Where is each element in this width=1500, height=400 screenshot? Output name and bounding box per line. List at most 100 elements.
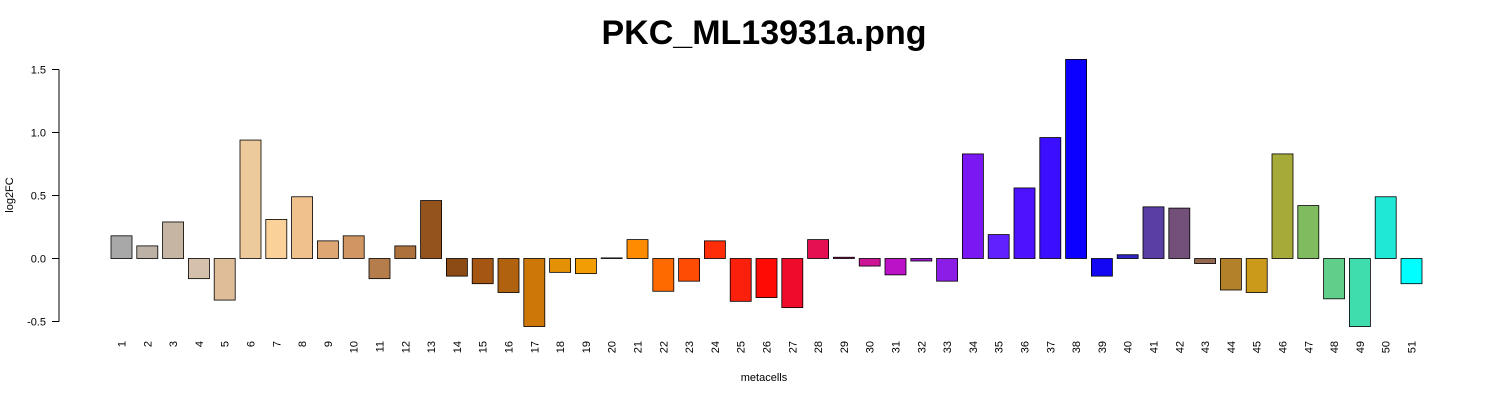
x-tick-label: 11 (375, 341, 387, 352)
x-tick-label: 23 (684, 341, 696, 353)
x-tick-label: 14 (452, 341, 464, 353)
bar-metacell-10 (342, 235, 365, 259)
x-tick-label: 2 (142, 341, 154, 347)
x-tick-label: 36 (1020, 341, 1032, 353)
x-tick-label: 15 (478, 341, 490, 353)
bar-metacell-4 (187, 258, 210, 280)
bar-metacell-13 (420, 200, 443, 259)
bar-metacell-50 (1374, 196, 1397, 259)
x-tick-label: 25 (736, 341, 748, 353)
x-tick-label: 33 (942, 341, 954, 353)
bar-metacell-24 (704, 240, 726, 259)
bars (110, 59, 1423, 327)
bar-metacell-1 (110, 235, 133, 259)
x-tick-label: 50 (1381, 341, 1393, 353)
x-tick-labels: 1 2 3 4 5 6 7 8 9 10 11 12 13 14 15 16 17 18 19 20 21 22 23 24 2… (117, 341, 1419, 353)
y-axis-label: log2FC (4, 177, 16, 213)
bar-metacell-23 (678, 258, 700, 282)
y-tick-label: 0.5 (31, 191, 46, 203)
x-tick-label: 29 (839, 341, 851, 353)
x-tick-label: 12 (400, 341, 412, 353)
y-tick-label: 1.5 (31, 65, 46, 77)
bar-metacell-45 (1245, 258, 1268, 293)
x-tick-label: 5 (220, 341, 232, 347)
x-tick-label: 47 (1303, 341, 1315, 353)
x-tick-label: 20 (607, 341, 619, 353)
bar-metacell-20 (600, 257, 623, 259)
x-tick-label: 9 (323, 341, 335, 347)
bar-metacell-2 (136, 245, 159, 259)
bar-metacell-11 (368, 258, 391, 280)
bar-metacell-42 (1168, 207, 1191, 259)
x-tick-label: 41 (1149, 341, 1161, 353)
x-tick-label: 34 (968, 341, 980, 353)
x-tick-label: 6 (246, 341, 258, 347)
x-tick-label: 39 (1097, 341, 1109, 353)
bar-metacell-18 (549, 258, 571, 273)
y-tick-label: -0.5 (27, 317, 46, 329)
bar-metacell-35 (987, 234, 1010, 259)
bar-metacell-40 (1116, 254, 1139, 259)
bar-metacell-6 (239, 139, 262, 259)
bar-metacell-48 (1323, 258, 1345, 300)
bar-metacell-15 (471, 258, 494, 285)
bar-metacell-49 (1349, 258, 1371, 327)
x-tick-label: 3 (168, 341, 180, 347)
x-tick-label: 18 (555, 341, 567, 353)
x-tick-label: 46 (1278, 341, 1290, 353)
x-tick-label: 37 (1045, 341, 1057, 353)
bar-metacell-22 (652, 258, 675, 292)
x-tick-label: 27 (787, 341, 799, 353)
bar-metacell-43 (1194, 258, 1216, 264)
x-tick-label: 4 (194, 341, 206, 347)
x-tick-label: 26 (762, 341, 774, 353)
x-tick-label: 21 (633, 341, 645, 353)
x-tick-label: 38 (1071, 341, 1083, 353)
bar-metacell-29 (833, 256, 855, 259)
bar-metacell-34 (962, 153, 984, 259)
x-tick-label: 49 (1355, 341, 1367, 353)
x-tick-label: 22 (658, 341, 670, 353)
bar-metacell-47 (1297, 205, 1320, 259)
bar-metacell-7 (265, 219, 288, 259)
bar-metacell-12 (394, 245, 417, 259)
bar-metacell-28 (807, 239, 829, 259)
x-tick-label: 28 (813, 341, 825, 353)
x-tick-label: 1 (117, 341, 129, 347)
bar-metacell-36 (1013, 187, 1036, 259)
x-tick-label: 48 (1329, 341, 1341, 353)
x-tick-label: 51 (1407, 341, 1419, 353)
x-tick-label: 13 (426, 341, 438, 353)
bar-metacell-8 (291, 196, 314, 259)
x-tick-label: 17 (529, 341, 541, 353)
x-tick-label: 31 (891, 341, 903, 353)
x-tick-label: 7 (271, 341, 283, 347)
chart-title: PKC_ML13931a.png (602, 14, 927, 52)
bar-metacell-17 (523, 258, 546, 327)
x-tick-label: 10 (349, 341, 361, 353)
bar-metacell-27 (781, 258, 804, 309)
bar-metacell-39 (1091, 258, 1113, 277)
y-tick-label: 1.0 (31, 128, 46, 140)
bar-metacell-46 (1271, 153, 1294, 259)
x-axis-label: metacells (741, 372, 788, 384)
x-tick-label: 16 (504, 341, 516, 353)
x-tick-label: 24 (710, 341, 722, 353)
y-axis: -0.5 0.0 0.5 1.0 1.5 (27, 65, 60, 329)
x-tick-label: 44 (1226, 341, 1238, 353)
bar-metacell-31 (884, 258, 907, 276)
x-tick-label: 40 (1123, 341, 1135, 353)
bar-metacell-16 (497, 258, 520, 293)
bar-metacell-44 (1220, 258, 1242, 291)
bar-metacell-19 (575, 258, 597, 275)
y-tick-label: 0.0 (31, 254, 46, 266)
x-tick-label: 45 (1252, 341, 1264, 353)
x-tick-label: 30 (865, 341, 877, 353)
x-tick-label: 42 (1174, 341, 1186, 353)
x-tick-label: 32 (916, 341, 928, 353)
x-tick-label: 35 (994, 341, 1006, 353)
x-tick-label: 8 (297, 341, 309, 347)
bar-metacell-30 (858, 258, 881, 267)
bar-metacell-32 (910, 258, 933, 262)
